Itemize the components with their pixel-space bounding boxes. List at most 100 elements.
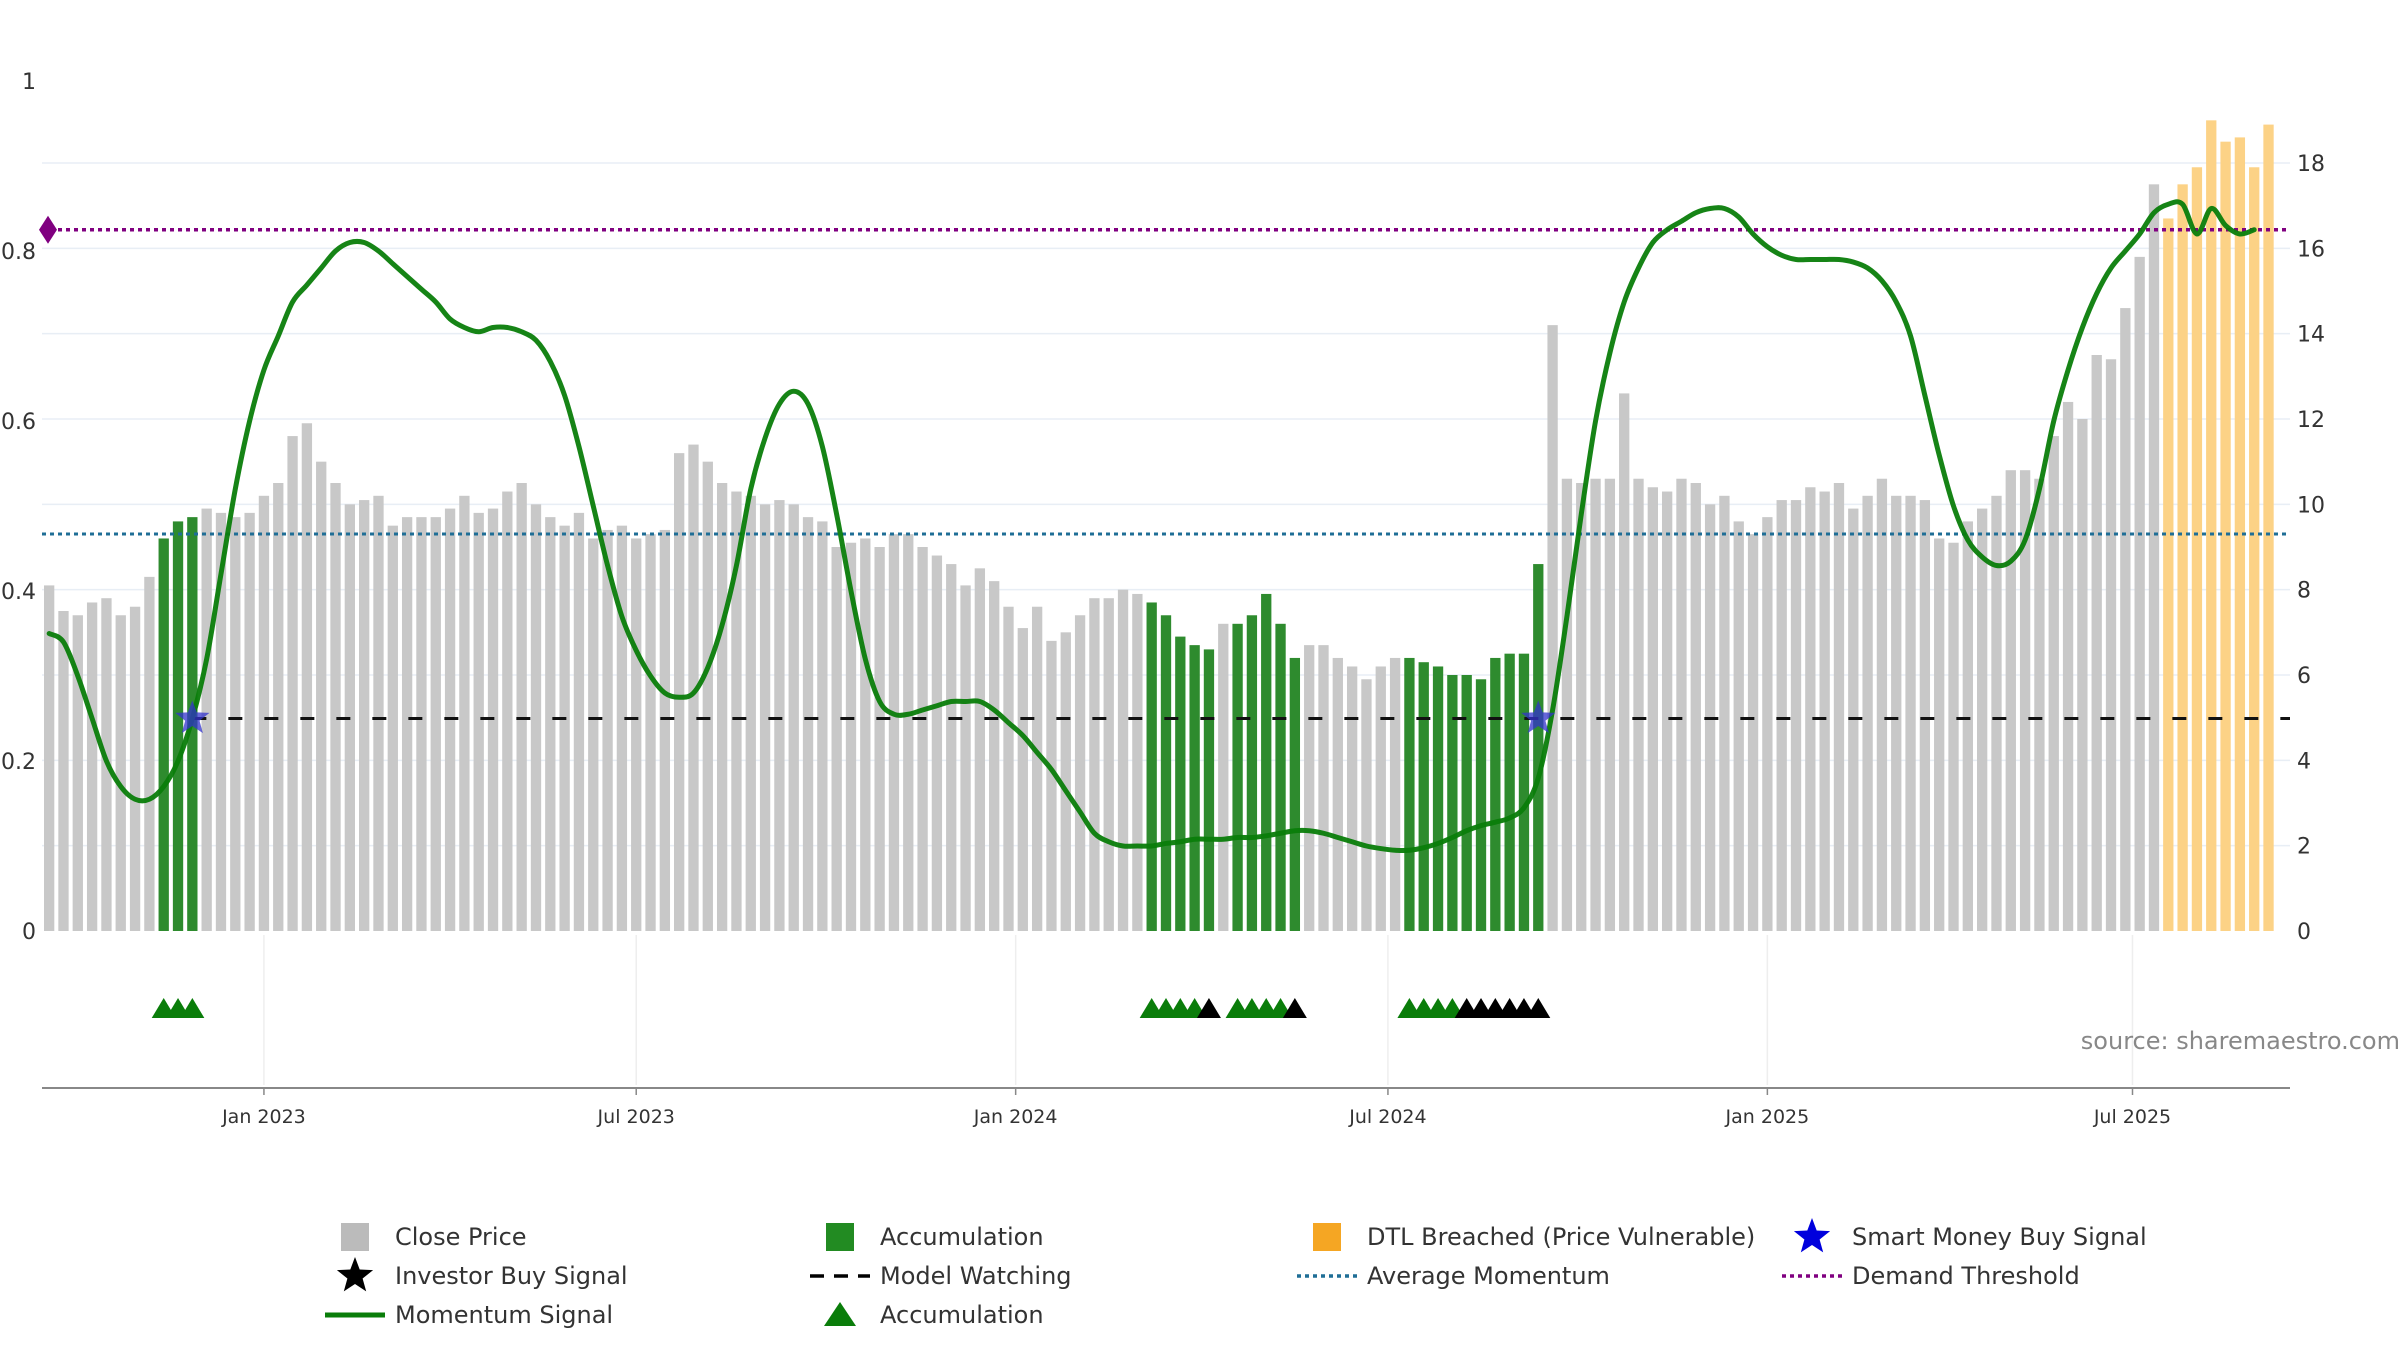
- close-price-bar: [2077, 419, 2088, 931]
- x-axis-tick-label: Jan 2024: [973, 1106, 1058, 1128]
- close-price-bar: [1060, 632, 1071, 931]
- close-price-bar: [702, 461, 713, 931]
- dtl-breached-bar: [2249, 167, 2260, 931]
- close-price-bar: [1991, 495, 2002, 931]
- close-price-bar: [401, 517, 413, 931]
- legend-item: Model Watching: [810, 1262, 1072, 1290]
- accumulation-bar: [1518, 653, 1530, 931]
- close-price-bar: [1776, 500, 1787, 931]
- legend-label: Demand Threshold: [1852, 1262, 2080, 1290]
- dtl-breached-bar: [2191, 167, 2203, 931]
- close-price-bar: [903, 534, 914, 931]
- close-price-bar: [845, 542, 857, 931]
- grey-square-icon: [341, 1223, 369, 1251]
- close-price-bar: [1375, 666, 1386, 931]
- close-price-bar: [602, 529, 613, 931]
- close-price-bar: [2091, 355, 2102, 931]
- close-price-bar: [974, 568, 986, 931]
- investor-buy-triangle: [1282, 998, 1307, 1018]
- close-price-bar: [831, 547, 842, 931]
- smart-money-buy-star: [1521, 700, 1556, 734]
- green-triangle-icon: [824, 1302, 856, 1326]
- close-price-bar: [230, 517, 241, 931]
- accumulation-bar: [172, 521, 184, 931]
- accumulation-bar: [1175, 636, 1186, 931]
- legend-label: Accumulation: [880, 1223, 1044, 1251]
- signal-lines: [39, 199, 2290, 854]
- accumulation-bar: [1432, 666, 1444, 931]
- legend-item: Demand Threshold: [1782, 1262, 2080, 1290]
- close-price-bar: [1074, 615, 1086, 931]
- close-price-bar: [316, 461, 327, 931]
- accumulation-bar: [1490, 657, 1501, 931]
- close-price-bar: [1919, 500, 1931, 931]
- close-price-bar: [1905, 495, 1916, 931]
- close-price-bar: [1876, 478, 1888, 931]
- dtl-breached-bar: [2163, 218, 2174, 931]
- close-price-bar: [387, 525, 398, 931]
- right-axis-tick-label: 12: [2297, 408, 2325, 433]
- close-price-bar: [688, 444, 699, 931]
- legend-label: Average Momentum: [1367, 1262, 1610, 1290]
- close-price-bar: [2005, 470, 2016, 931]
- close-price-bar: [2134, 256, 2145, 931]
- legend-label: Model Watching: [880, 1262, 1072, 1290]
- close-price-bar: [1604, 478, 1616, 931]
- right-axis-tick-label: 14: [2297, 323, 2325, 348]
- accumulation-bar: [1461, 675, 1472, 931]
- close-price-bar: [373, 495, 384, 931]
- close-price-bar: [1819, 491, 1830, 931]
- accumulation-bar: [1533, 564, 1544, 931]
- close-price-bar: [1003, 606, 1014, 931]
- close-price-bar: [788, 504, 799, 931]
- close-price-bar: [201, 508, 212, 931]
- close-price-bar: [215, 512, 227, 931]
- close-price-bar: [1805, 487, 1816, 931]
- close-price-bar: [1733, 521, 1744, 931]
- close-price-bar: [1862, 495, 1873, 931]
- close-price-bar: [58, 611, 69, 931]
- smart-money-buy-star: [175, 700, 210, 734]
- close-price-bar: [1304, 645, 1315, 931]
- legend-label: Investor Buy Signal: [395, 1262, 628, 1290]
- close-price-bar: [1891, 495, 1902, 931]
- close-price-bar: [631, 538, 642, 931]
- close-price-bar: [960, 585, 971, 931]
- legend-item: Momentum Signal: [325, 1301, 613, 1329]
- close-price-bar: [1762, 517, 1773, 931]
- black-star-icon: [336, 1257, 374, 1292]
- orange-square-icon: [1313, 1223, 1341, 1251]
- x-axis-tick-label: Jul 2023: [597, 1106, 675, 1128]
- close-price-bar: [72, 615, 83, 931]
- close-price-bar: [416, 517, 427, 931]
- close-price-bar: [1117, 589, 1129, 931]
- accumulation-bar: [158, 538, 169, 931]
- close-price-bar: [1561, 478, 1573, 931]
- close-price-bar: [144, 576, 155, 931]
- close-price-bar: [330, 483, 341, 931]
- close-price-bar: [1962, 521, 1973, 931]
- green-square-icon: [826, 1223, 854, 1251]
- close-price-bar: [674, 453, 685, 931]
- close-price-bar: [1833, 483, 1845, 931]
- close-price-bar: [817, 521, 828, 931]
- close-price-bar: [1790, 500, 1802, 931]
- close-price-bar: [588, 538, 599, 931]
- close-price-bar: [1690, 483, 1701, 931]
- accumulation-bar: [1232, 623, 1243, 931]
- close-price-bar: [2019, 470, 2031, 931]
- dtl-breached-bar: [2234, 137, 2246, 931]
- close-price-bar: [645, 534, 656, 931]
- close-price-bar: [774, 500, 785, 931]
- dtl-breached-bar: [2220, 141, 2231, 931]
- close-price-bar: [1948, 542, 1959, 931]
- legend-item: Investor Buy Signal: [336, 1257, 628, 1292]
- right-axis-tick-label: 16: [2297, 237, 2325, 262]
- close-price-bar: [616, 525, 628, 931]
- close-price-bar: [917, 547, 928, 931]
- x-axis-tick-label: Jul 2025: [2093, 1106, 2171, 1128]
- right-axis-tick-label: 4: [2297, 749, 2311, 774]
- accumulation-bar: [1418, 662, 1429, 931]
- close-price-bar: [530, 504, 542, 931]
